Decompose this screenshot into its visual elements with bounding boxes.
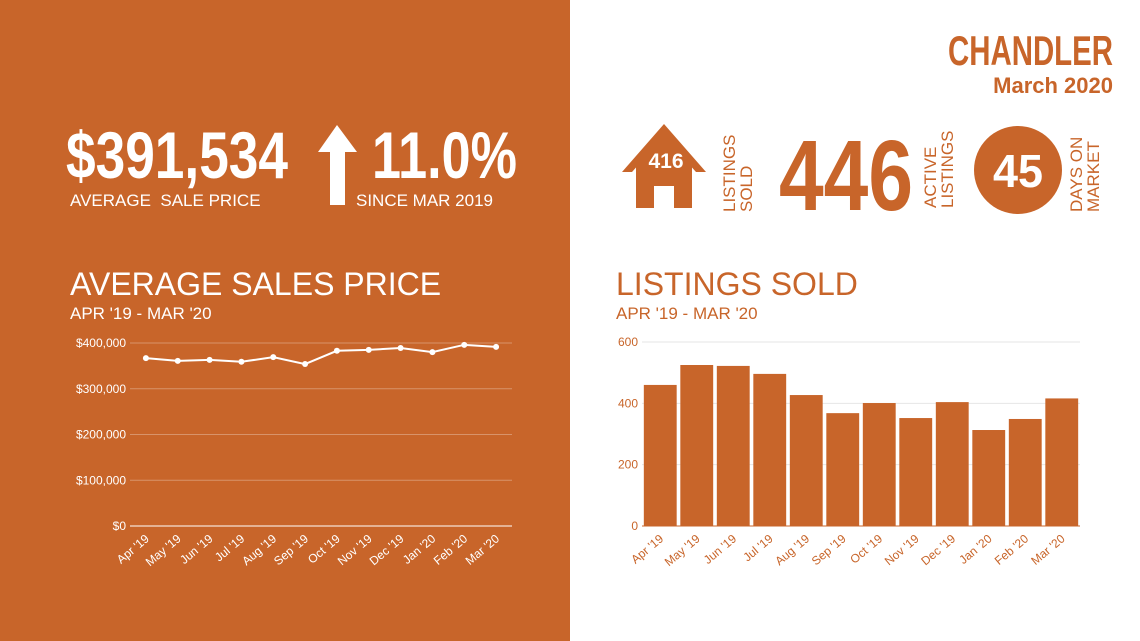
chart-title: AVERAGE SALES PRICE [70,266,441,302]
days-on-market-label: DAYS ON MARKET [1067,137,1103,212]
active-listings: 446 [779,120,913,232]
average-price: $391,534 [66,118,288,192]
point [206,356,213,363]
city: CHANDLER [948,27,1113,74]
days-on-market: 45 [993,145,1043,197]
bar [935,402,969,526]
point [397,345,404,352]
average-price-label: AVERAGE SALE PRICE [70,191,261,210]
house-icon [622,124,706,208]
point [333,347,340,354]
label-line: LISTINGS [720,135,739,212]
listings-sold: 416 [648,150,683,173]
bar [789,395,823,526]
y-tick-label: 200 [618,458,638,472]
date: March 2020 [993,73,1113,98]
bar [862,403,896,526]
change: 11.0% [372,118,517,192]
label-line: MARKET [1084,141,1103,212]
change-label: SINCE MAR 2019 [356,191,493,210]
label-line: LISTINGS [938,131,957,208]
bar [716,365,750,526]
y-tick-label: $0 [113,519,127,533]
point [429,349,436,356]
point [493,343,500,350]
chart-title: LISTINGS SOLD [616,266,858,302]
days-circle [974,126,1062,214]
bar [899,418,933,526]
y-tick-label: 0 [631,519,638,533]
y-tick-label: $300,000 [76,382,126,396]
active-listings-label: ACTIVE LISTINGS [921,131,957,208]
point [142,355,149,362]
point [238,358,245,365]
point [270,354,277,361]
y-tick-label: 600 [618,335,638,349]
left-panel [0,0,570,641]
label-line: SOLD [737,166,756,212]
y-tick-label: $100,000 [76,473,126,487]
point [365,346,372,353]
listings-sold-label: LISTINGS SOLD [720,135,756,212]
bar [680,365,714,526]
line [145,343,497,366]
label-line: ACTIVE [921,147,940,208]
bar [753,373,787,526]
bar [643,384,677,526]
chart-subtitle: APR '19 - MAR '20 [70,304,212,323]
bar [1008,418,1042,526]
chart-subtitle: APR '19 - MAR '20 [616,304,758,323]
y-tick-label: 400 [618,396,638,410]
point [174,357,181,364]
bar [972,430,1006,526]
label-line: DAYS ON [1067,137,1086,212]
point [302,361,309,368]
bar [826,413,860,526]
y-tick-label: $400,000 [76,336,126,350]
bar [1045,398,1079,526]
y-tick-label: $200,000 [76,428,126,442]
point [461,341,468,348]
up-arrow [318,125,357,205]
